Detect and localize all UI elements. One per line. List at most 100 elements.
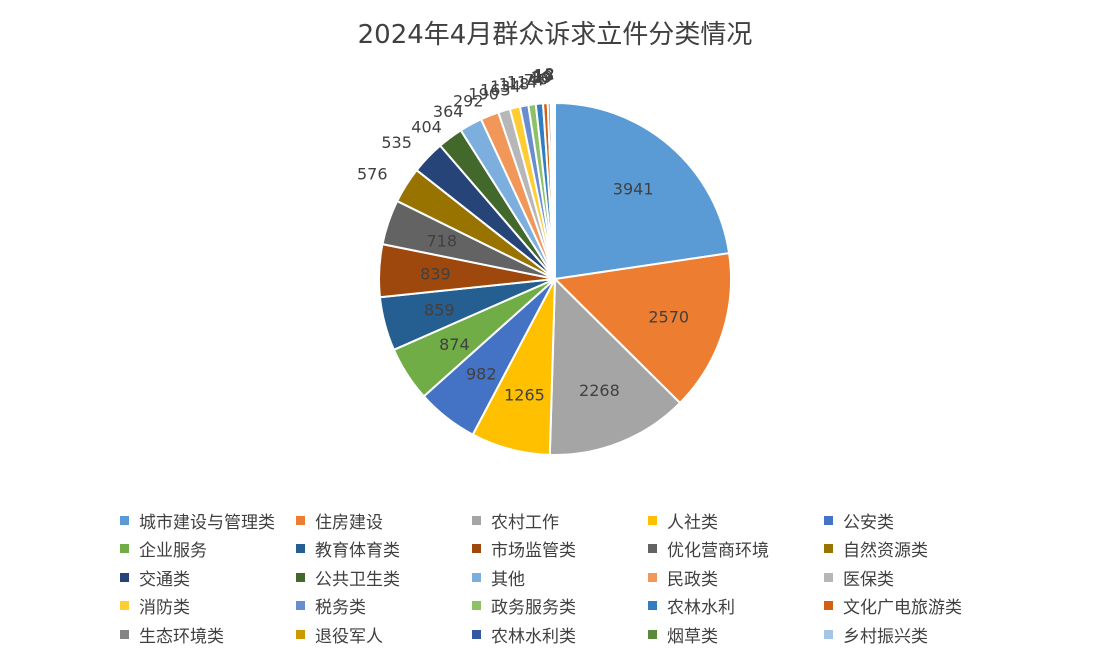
legend-item: 优化营商环境 xyxy=(648,536,769,562)
data-label: 874 xyxy=(439,335,470,354)
legend-swatch xyxy=(824,601,833,611)
legend-item: 其他 xyxy=(472,564,525,590)
legend-swatch xyxy=(296,572,305,582)
legend-label: 公安类 xyxy=(843,512,894,533)
data-label: 535 xyxy=(381,133,412,152)
legend-label: 其他 xyxy=(491,569,525,590)
legend-label: 企业服务 xyxy=(139,541,207,562)
data-label: 2570 xyxy=(648,307,689,326)
legend-item: 住房建设 xyxy=(296,507,383,533)
legend-item: 城市建设与管理类 xyxy=(120,507,275,533)
legend-item: 公安类 xyxy=(824,507,894,533)
data-label: 30 xyxy=(531,68,551,87)
legend-label: 住房建设 xyxy=(315,512,383,533)
data-label: 576 xyxy=(357,164,388,183)
data-label: 3941 xyxy=(613,179,654,198)
data-label: 118 xyxy=(499,74,530,93)
legend-swatch xyxy=(824,544,833,554)
legend-label: 医保类 xyxy=(843,569,894,590)
legend-swatch xyxy=(472,572,481,582)
legend-item: 退役军人 xyxy=(296,621,383,647)
legend-label: 交通类 xyxy=(139,569,190,590)
legend-item: 农林水利 xyxy=(648,593,735,619)
legend-label: 退役军人 xyxy=(315,626,383,647)
pie-slice xyxy=(548,276,682,456)
legend-swatch xyxy=(648,601,657,611)
pie-slice xyxy=(554,101,731,281)
data-label: 18 xyxy=(534,66,554,85)
legend-swatch xyxy=(824,629,833,639)
legend-label: 政务服务类 xyxy=(491,598,576,619)
legend-item: 政务服务类 xyxy=(472,593,576,619)
data-label: 859 xyxy=(424,301,455,320)
legend-item: 市场监管类 xyxy=(472,536,576,562)
data-label: 292 xyxy=(453,91,484,110)
legend-item: 企业服务 xyxy=(120,536,207,562)
legend-swatch xyxy=(648,629,657,639)
legend-item: 公共卫生类 xyxy=(296,564,400,590)
legend-label: 民政类 xyxy=(667,569,718,590)
legend-swatch xyxy=(120,544,129,554)
data-label: 74 xyxy=(524,71,544,90)
legend-swatch xyxy=(120,601,129,611)
legend-label: 市场监管类 xyxy=(491,541,576,562)
legend-label: 乡村振兴类 xyxy=(843,626,928,647)
legend-swatch xyxy=(648,515,657,525)
data-label: 114 xyxy=(507,72,538,91)
data-label: 46 xyxy=(528,69,548,88)
data-label: 2268 xyxy=(579,381,620,400)
legend-swatch xyxy=(824,515,833,525)
legend-swatch xyxy=(824,572,833,582)
legend-label: 生态环境类 xyxy=(139,626,224,647)
legend-swatch xyxy=(120,629,129,639)
legend-item: 交通类 xyxy=(120,564,190,590)
legend-item: 文化广电旅游类 xyxy=(824,593,962,619)
legend-label: 自然资源类 xyxy=(843,541,928,562)
data-label: 839 xyxy=(420,264,451,283)
legend-label: 公共卫生类 xyxy=(315,569,400,590)
legend-label: 优化营商环境 xyxy=(667,541,769,562)
data-label: 163 xyxy=(480,80,511,99)
legend-item: 农林水利类 xyxy=(472,621,576,647)
legend-swatch xyxy=(296,515,305,525)
legend-swatch xyxy=(296,629,305,639)
legend-label: 烟草类 xyxy=(667,626,718,647)
legend-label: 农林水利 xyxy=(667,598,735,619)
pie-chart: 3941 2570 2268 1265 982 874 859 839 718 576 535404… xyxy=(357,64,732,456)
legend-item: 乡村振兴类 xyxy=(824,621,928,647)
legend-swatch xyxy=(120,515,129,525)
data-label: 2 xyxy=(545,64,555,83)
legend-label: 农村工作 xyxy=(491,512,559,533)
legend-swatch xyxy=(472,601,481,611)
legend-item: 人社类 xyxy=(648,507,718,533)
data-label: 190 xyxy=(468,85,499,104)
legend-label: 税务类 xyxy=(315,598,366,619)
data-label: 718 xyxy=(426,231,457,250)
legend-swatch xyxy=(472,629,481,639)
legend-item: 税务类 xyxy=(296,593,366,619)
legend-swatch xyxy=(648,572,657,582)
data-label: 364 xyxy=(433,102,464,121)
legend-item: 教育体育类 xyxy=(296,536,400,562)
chart-title: 2024年4月群众诉求立件分类情况 xyxy=(357,20,753,50)
data-label: 1265 xyxy=(504,386,545,405)
legend-label: 教育体育类 xyxy=(315,541,400,562)
legend-item: 医保类 xyxy=(824,564,894,590)
data-label: 19 xyxy=(532,67,552,86)
legend-label: 消防类 xyxy=(139,598,190,619)
legend-swatch xyxy=(296,544,305,554)
legend-label: 城市建设与管理类 xyxy=(139,512,275,533)
legend-label: 农林水利类 xyxy=(491,626,576,647)
data-label: 404 xyxy=(411,117,442,136)
legend-item: 自然资源类 xyxy=(824,536,928,562)
legend-swatch xyxy=(296,601,305,611)
legend-item: 民政类 xyxy=(648,564,718,590)
legend-item: 烟草类 xyxy=(648,621,718,647)
pie-slice xyxy=(552,252,732,405)
legend-swatch xyxy=(472,515,481,525)
data-label: 982 xyxy=(466,364,497,383)
legend-label: 文化广电旅游类 xyxy=(843,598,962,619)
legend-swatch xyxy=(648,544,657,554)
legend-swatch xyxy=(472,544,481,554)
